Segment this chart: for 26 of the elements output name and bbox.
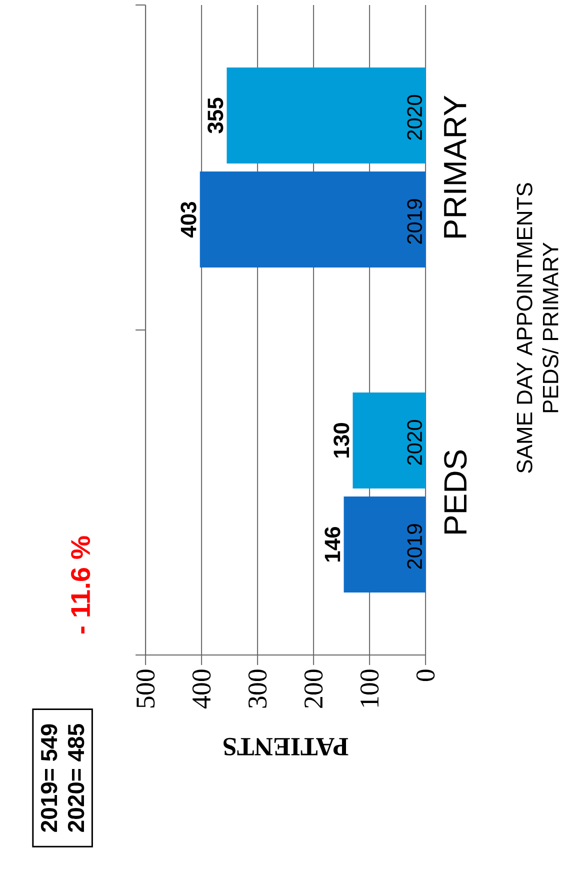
y-tick-label: PRIMARY <box>444 96 466 238</box>
text: SAME DAY APPOINTMENTS <box>516 183 533 473</box>
series-label: 2019 <box>407 199 422 244</box>
text: 2019 <box>407 524 422 569</box>
bar <box>200 172 426 268</box>
x-tick-label: 0 <box>416 670 435 681</box>
text: 2020 <box>407 420 422 465</box>
data-label: 403 <box>180 202 197 238</box>
text: 2020= 485 <box>68 724 84 832</box>
text: PEDS/ PRIMARY <box>542 242 559 412</box>
text: 2019= 549 <box>41 724 58 832</box>
data-label: 355 <box>208 98 224 134</box>
data-label: 146 <box>324 526 340 562</box>
bar <box>344 496 426 592</box>
x-tick-label: 400 <box>192 670 211 708</box>
text: - 11.6 % <box>71 536 90 634</box>
x-tick-label: 300 <box>248 670 267 708</box>
series-label: 2020 <box>407 94 422 140</box>
bar <box>352 392 426 489</box>
x-axis-title: PATIENTS <box>224 738 348 756</box>
x-tick-label: 200 <box>304 670 323 708</box>
x-tick-label: 100 <box>360 670 379 707</box>
x-tick-label: 500 <box>136 670 155 708</box>
bar <box>226 68 426 164</box>
data-label: 130 <box>334 423 350 458</box>
y-tick-label: PEDS <box>444 450 467 534</box>
